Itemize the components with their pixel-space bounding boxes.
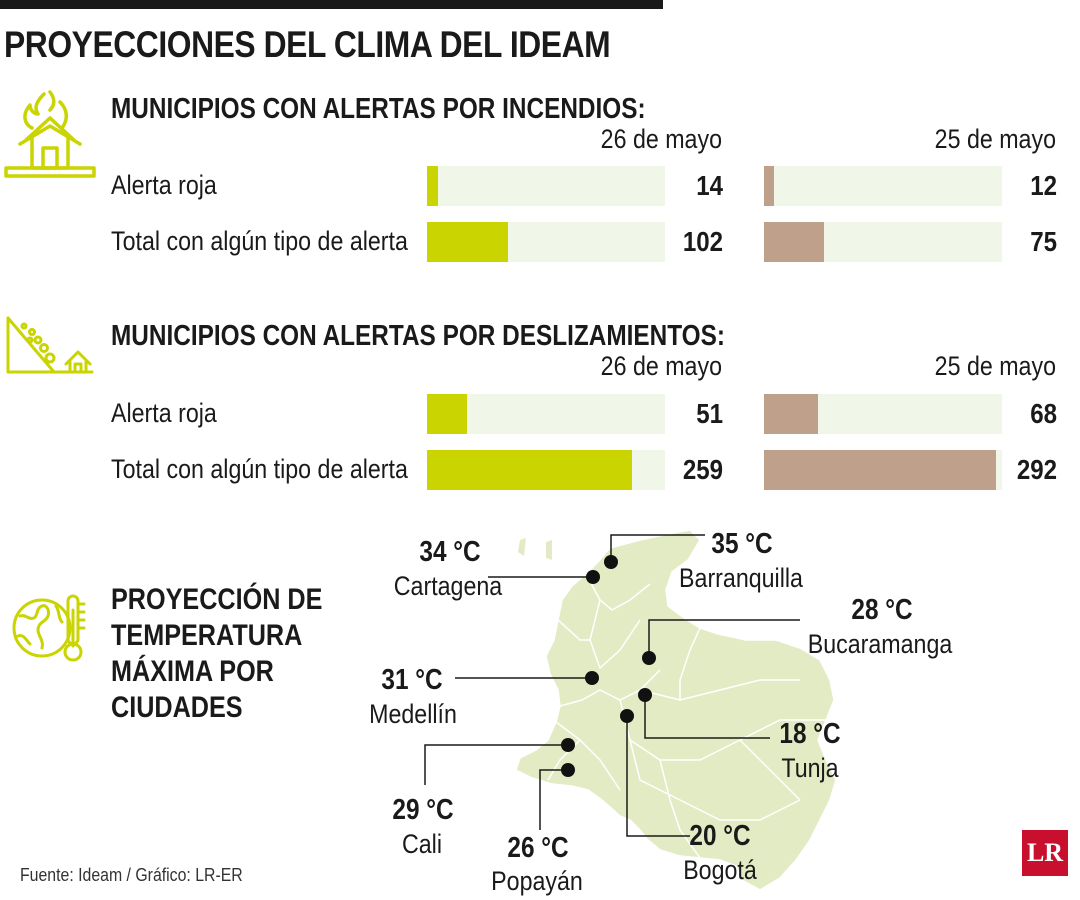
value-fires-total-previous: 75 — [1030, 226, 1057, 257]
value-landslides-red-previous: 68 — [1030, 398, 1057, 429]
landslides-section-title: MUNICIPIOS CON ALERTAS POR DESLIZAMIENTO… — [111, 320, 725, 352]
city-name-cali: Cali — [401, 829, 442, 859]
bar-fires-red-current — [427, 166, 439, 206]
bar-landslides-total-current — [427, 450, 633, 490]
city-temp-cartagena: 34 °C — [419, 536, 481, 568]
value-fires-red-previous: 12 — [1030, 170, 1057, 201]
bar-track — [764, 222, 1002, 262]
city-temp-bogota: 20 °C — [689, 820, 751, 852]
bar-track — [427, 166, 665, 206]
lr-logo: LR — [1022, 830, 1068, 876]
city-name-cartagena: Cartagena — [393, 571, 503, 601]
fires-section-title: MUNICIPIOS CON ALERTAS POR INCENDIOS: — [111, 93, 646, 125]
value-landslides-total-current: 259 — [682, 454, 723, 485]
city-temp-medellin: 31 °C — [381, 664, 443, 696]
bar-landslides-red-current — [427, 394, 468, 434]
temperature-title-line: TEMPERATURA — [111, 619, 303, 652]
temperature-title: PROYECCIÓN DE TEMPERATURA MÁXIMA POR CIU… — [111, 582, 322, 726]
city-name-popayan: Popayán — [491, 866, 583, 896]
landslides-date-current: 26 de mayo — [600, 351, 722, 381]
top-rule — [0, 0, 663, 9]
bar-fires-total-current — [427, 222, 508, 262]
city-name-bucaramanga: Bucaramanga — [807, 629, 953, 659]
globe-thermometer-icon — [12, 594, 86, 662]
landslides-row-label-red: Alerta roja — [111, 398, 217, 428]
bar-landslides-red-previous — [764, 394, 818, 434]
landslides-date-previous: 25 de mayo — [934, 351, 1056, 381]
city-marker-bucaramanga — [642, 651, 656, 665]
city-temp-bucaramanga: 28 °C — [851, 594, 913, 626]
city-marker-cali — [561, 738, 575, 752]
value-fires-total-current: 102 — [682, 226, 723, 257]
fires-row-label-red: Alerta roja — [111, 170, 217, 200]
city-marker-medellin — [585, 671, 599, 685]
bar-track — [764, 166, 1002, 206]
bar-track — [764, 450, 1002, 490]
city-name-barranquilla: Barranquilla — [679, 563, 803, 593]
fires-date-current: 26 de mayo — [600, 124, 722, 154]
fires-date-previous: 25 de mayo — [934, 124, 1056, 154]
city-name-tunja: Tunja — [781, 753, 839, 783]
city-name-bogota: Bogotá — [683, 855, 757, 885]
house-fire-icon — [4, 90, 96, 178]
city-temp-popayan: 26 °C — [507, 832, 569, 864]
bar-track — [427, 222, 665, 262]
providencia-island — [546, 540, 552, 560]
city-marker-barranquilla — [604, 555, 618, 569]
city-marker-tunja — [638, 688, 652, 702]
source-note: Fuente: Ideam / Gráfico: LR-ER — [20, 865, 243, 885]
bar-fires-total-previous — [764, 222, 824, 262]
city-marker-bogota — [620, 709, 634, 723]
temperature-title-line: MÁXIMA POR — [111, 655, 274, 688]
bar-fires-red-previous — [764, 166, 774, 206]
value-landslides-total-previous: 292 — [1016, 454, 1057, 485]
fires-row-label-total: Total con algún tipo de alerta — [111, 226, 408, 256]
temperature-title-line: PROYECCIÓN DE — [111, 583, 323, 616]
landslide-icon — [6, 316, 94, 374]
value-landslides-red-current: 51 — [696, 398, 723, 429]
city-marker-popayan — [561, 763, 575, 777]
city-temp-barranquilla: 35 °C — [711, 528, 773, 560]
page-title: PROYECCIONES DEL CLIMA DEL IDEAM — [4, 24, 611, 65]
city-temp-cali: 29 °C — [392, 794, 454, 826]
bar-track — [427, 450, 665, 490]
landslides-row-label-total: Total con algún tipo de alerta — [111, 454, 408, 484]
value-fires-red-current: 14 — [696, 170, 723, 201]
temperature-title-line: CIUDADES — [111, 691, 243, 724]
city-markers — [561, 555, 656, 777]
city-temp-tunja: 18 °C — [779, 718, 841, 750]
san-andres-island — [518, 538, 526, 556]
map-borders — [547, 573, 826, 859]
city-marker-cartagena — [586, 570, 600, 584]
bar-track — [427, 394, 665, 434]
bar-landslides-total-previous — [764, 450, 996, 490]
city-name-medellin: Medellín — [369, 699, 457, 729]
bar-track — [764, 394, 1002, 434]
